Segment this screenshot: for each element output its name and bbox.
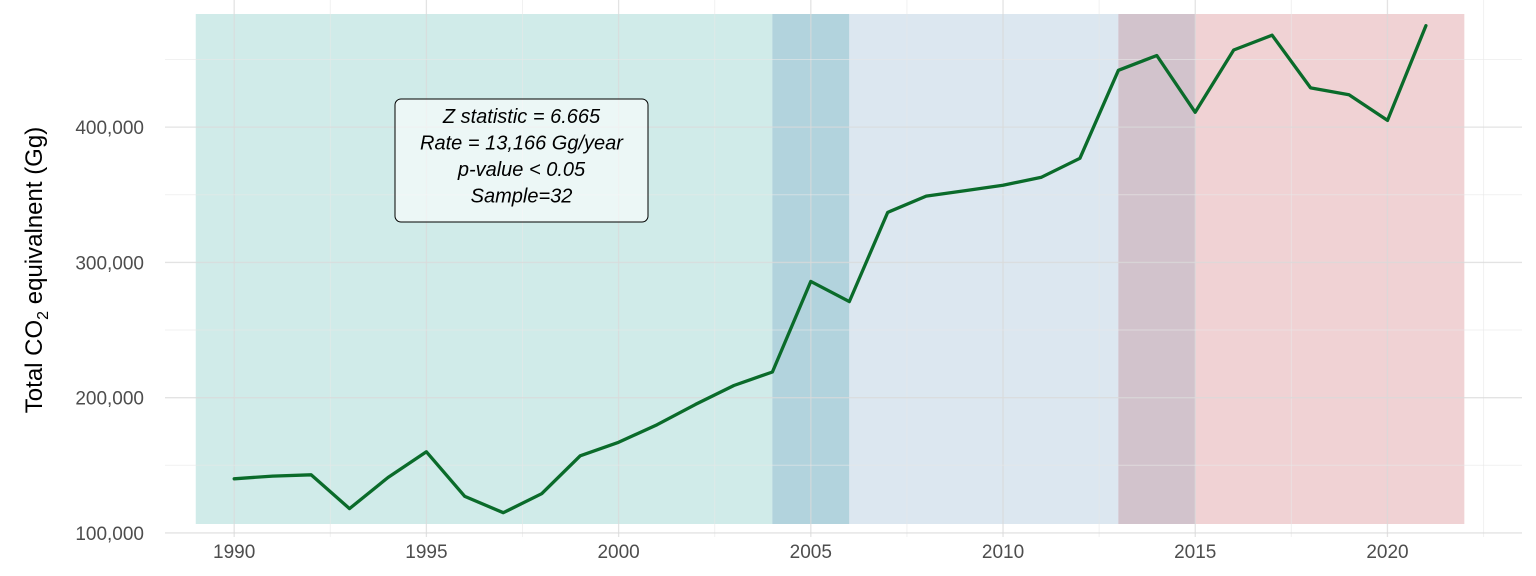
period-band-1	[195, 14, 773, 524]
x-axis-ticks: 1990 1995 2000 2005 2010 2015 2020	[213, 542, 1409, 563]
y-axis-ticks: 100,000 200,000 300,000 400,000	[75, 118, 144, 545]
x-tick-label: 2020	[1366, 542, 1408, 563]
y-tick-label: 300,000	[75, 253, 144, 274]
grid-lines	[165, 0, 1522, 537]
y-axis-title: Total CO2 equivalnent (Gg)	[21, 127, 52, 413]
y-tick-label: 100,000	[75, 524, 144, 545]
x-tick-label: 1990	[213, 542, 255, 563]
x-tick-label: 2005	[790, 542, 832, 563]
period-band-4	[1118, 14, 1196, 524]
annotation-line-4: Sample=32	[471, 186, 573, 208]
statistics-annotation: Z statistic = 6.665 Rate = 13,166 Gg/year…	[394, 98, 649, 223]
series-group	[232, 24, 1428, 515]
y-axis-title-main: Total CO	[21, 320, 48, 413]
x-tick-label: 2015	[1174, 542, 1216, 563]
annotation-line-1: Z statistic = 6.665	[442, 106, 601, 128]
y-tick-label: 200,000	[75, 389, 144, 410]
y-tick-label: 400,000	[75, 118, 144, 139]
annotation-box	[394, 98, 649, 223]
x-tick-label: 1995	[405, 542, 447, 563]
y-axis-title-rest: equivalnent (Gg)	[21, 127, 48, 311]
period-band-5	[1195, 14, 1465, 524]
annotation-line-3: p-value < 0.05	[457, 159, 586, 181]
x-tick-label: 2010	[982, 542, 1024, 563]
x-tick-label: 2000	[597, 542, 639, 563]
period-bands	[195, 14, 1465, 524]
annotation-line-2: Rate = 13,166 Gg/year	[420, 133, 624, 155]
period-band-3	[849, 14, 1119, 524]
series-line-1	[232, 24, 1428, 515]
y-axis-title-subscript: 2	[35, 311, 52, 320]
